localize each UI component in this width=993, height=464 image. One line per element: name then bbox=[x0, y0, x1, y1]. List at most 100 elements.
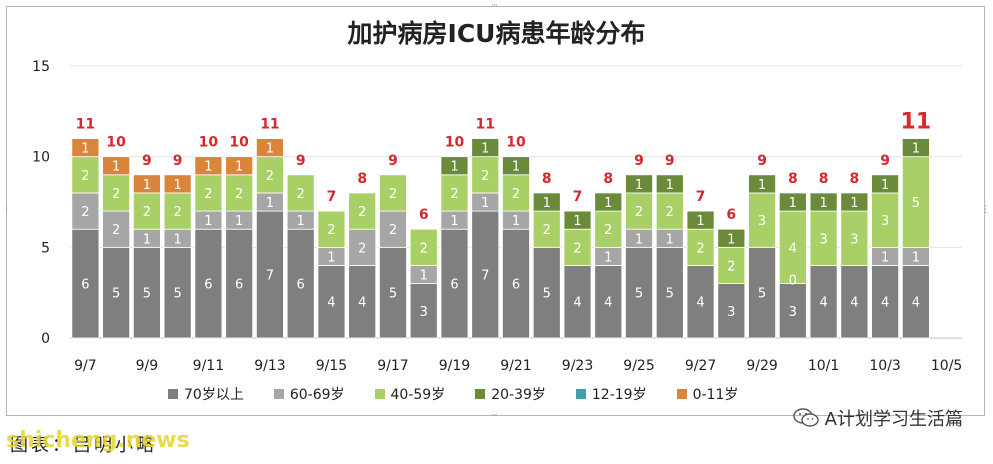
bar-segment-70+ bbox=[625, 246, 653, 339]
segment-value-label: 3 bbox=[850, 232, 858, 247]
segment-value-label: 1 bbox=[543, 196, 551, 211]
segment-value-label: 1 bbox=[297, 214, 305, 229]
segment-value-label: 1 bbox=[850, 196, 858, 211]
segment-value-label: 1 bbox=[666, 178, 674, 193]
bar-segment-20-39 bbox=[563, 210, 592, 230]
bar-total-label: 9 bbox=[757, 153, 767, 169]
wechat-account: A计划学习生活篇 bbox=[792, 405, 963, 431]
bar-segment-40-59 bbox=[532, 210, 561, 248]
segment-value-label: 1 bbox=[912, 250, 920, 265]
segment-value-label: 2 bbox=[635, 205, 643, 220]
segment-value-label: 5 bbox=[143, 287, 151, 302]
segment-value-label: 1 bbox=[81, 142, 89, 157]
segment-value-label: 4 bbox=[358, 296, 366, 311]
legend-swatch bbox=[575, 389, 586, 399]
bar-segment-40-59 bbox=[625, 192, 653, 230]
bar-segment-70+ bbox=[71, 228, 100, 339]
segment-value-label: 3 bbox=[727, 305, 735, 320]
segment-value-label: 2 bbox=[696, 241, 704, 256]
segment-value-label: 3 bbox=[420, 305, 428, 320]
bar-total-label: 8 bbox=[542, 171, 552, 187]
segment-value-label: 2 bbox=[573, 241, 581, 256]
bar-segment-20-39 bbox=[717, 228, 746, 248]
segment-value-label: 2 bbox=[358, 241, 366, 256]
segment-value-label: 2 bbox=[204, 187, 212, 202]
bar-total-label: 9 bbox=[142, 153, 152, 169]
segment-value-label: 7 bbox=[481, 269, 489, 284]
segment-value-label: 1 bbox=[235, 214, 243, 229]
legend-item: 60-69岁 bbox=[273, 384, 345, 404]
segment-value-label: 1 bbox=[789, 196, 797, 211]
segment-value-label: 1 bbox=[450, 214, 458, 229]
bar-segment-40-59 bbox=[132, 192, 161, 230]
segment-value-label: 2 bbox=[297, 187, 305, 202]
segment-value-label: 4 bbox=[573, 296, 581, 311]
x-tick-label: 10/1 bbox=[808, 358, 839, 374]
bar-segment-20-39 bbox=[471, 138, 500, 158]
segment-value-label: 1 bbox=[635, 178, 643, 193]
watermark-text: shicheng.news bbox=[6, 428, 190, 453]
bar-total-label: 11 bbox=[901, 110, 932, 135]
segment-value-label: 1 bbox=[266, 142, 274, 157]
bar-total-label: 8 bbox=[603, 171, 613, 187]
bar-segment-20-39 bbox=[871, 174, 900, 194]
resize-handle-top[interactable]: ··· bbox=[491, 1, 498, 11]
segment-value-label: 2 bbox=[358, 205, 366, 220]
x-tick-label: 9/15 bbox=[316, 358, 347, 374]
segment-value-label: 2 bbox=[112, 223, 120, 238]
legend-label: 40-59岁 bbox=[390, 387, 446, 403]
segment-value-label: 1 bbox=[112, 160, 120, 175]
segment-value-label: 5 bbox=[174, 287, 182, 302]
segment-value-label: 2 bbox=[481, 169, 489, 184]
bar-segment-40-59 bbox=[194, 174, 223, 212]
bar-segment-0-11 bbox=[225, 156, 254, 176]
resize-handle-bottom[interactable]: ··· bbox=[491, 411, 498, 421]
segment-value-label: 2 bbox=[420, 241, 428, 256]
segment-value-label: 2 bbox=[512, 187, 520, 202]
segment-value-label: 4 bbox=[850, 296, 858, 311]
segment-value-label: 2 bbox=[389, 223, 397, 238]
chart-title: 加护病房ICU病患年龄分布 bbox=[347, 19, 646, 48]
bar-segment-70+ bbox=[655, 246, 684, 339]
segment-value-label: 1 bbox=[604, 196, 612, 211]
segment-value-label: 1 bbox=[143, 232, 151, 247]
bar-segment-0-11 bbox=[132, 174, 161, 194]
bar-total-label: 11 bbox=[475, 117, 494, 133]
bar-segment-40-59 bbox=[440, 174, 469, 212]
segment-value-label: 1 bbox=[666, 232, 674, 247]
bar-segment-70+ bbox=[686, 265, 715, 339]
segment-value-label: 6 bbox=[81, 278, 89, 293]
legend-item: 40-59岁 bbox=[374, 384, 446, 404]
legend-item: 12-19岁 bbox=[575, 384, 647, 404]
bar-segment-40-59 bbox=[840, 210, 869, 266]
bar-segment-70+ bbox=[255, 210, 284, 339]
segment-value-label: 1 bbox=[881, 178, 889, 193]
segment-value-label: 3 bbox=[758, 214, 766, 229]
bar-segment-20-39 bbox=[502, 156, 530, 176]
bar-segment-70+ bbox=[102, 246, 131, 339]
bar-total-label: 9 bbox=[880, 153, 890, 169]
bar-segment-70+ bbox=[532, 246, 561, 339]
bar-segment-40-59 bbox=[102, 174, 131, 212]
segment-value-label: 2 bbox=[543, 223, 551, 238]
segment-value-label: 2 bbox=[450, 187, 458, 202]
segment-value-label: 4 bbox=[604, 296, 612, 311]
bar-segment-70+ bbox=[502, 228, 530, 339]
bar-segment-40-59 bbox=[717, 246, 746, 284]
segment-value-label: 5 bbox=[112, 287, 120, 302]
segment-value-label: 1 bbox=[881, 250, 889, 265]
segment-zero-label: 0 bbox=[789, 274, 797, 289]
bar-segment-70+ bbox=[778, 283, 807, 339]
segment-value-label: 1 bbox=[573, 214, 581, 229]
segment-value-label: 1 bbox=[819, 196, 827, 211]
segment-value-label: 6 bbox=[512, 278, 520, 293]
bar-segment-40-59 bbox=[163, 192, 192, 230]
segment-value-label: 1 bbox=[512, 160, 520, 175]
bar-total-label: 10 bbox=[445, 135, 465, 151]
bar-segment-70+ bbox=[901, 265, 930, 339]
segment-value-label: 5 bbox=[912, 196, 920, 211]
bar-segment-70+ bbox=[809, 265, 838, 339]
x-tick-label: 9/23 bbox=[562, 358, 593, 374]
bar-segment-40-59 bbox=[871, 192, 900, 248]
